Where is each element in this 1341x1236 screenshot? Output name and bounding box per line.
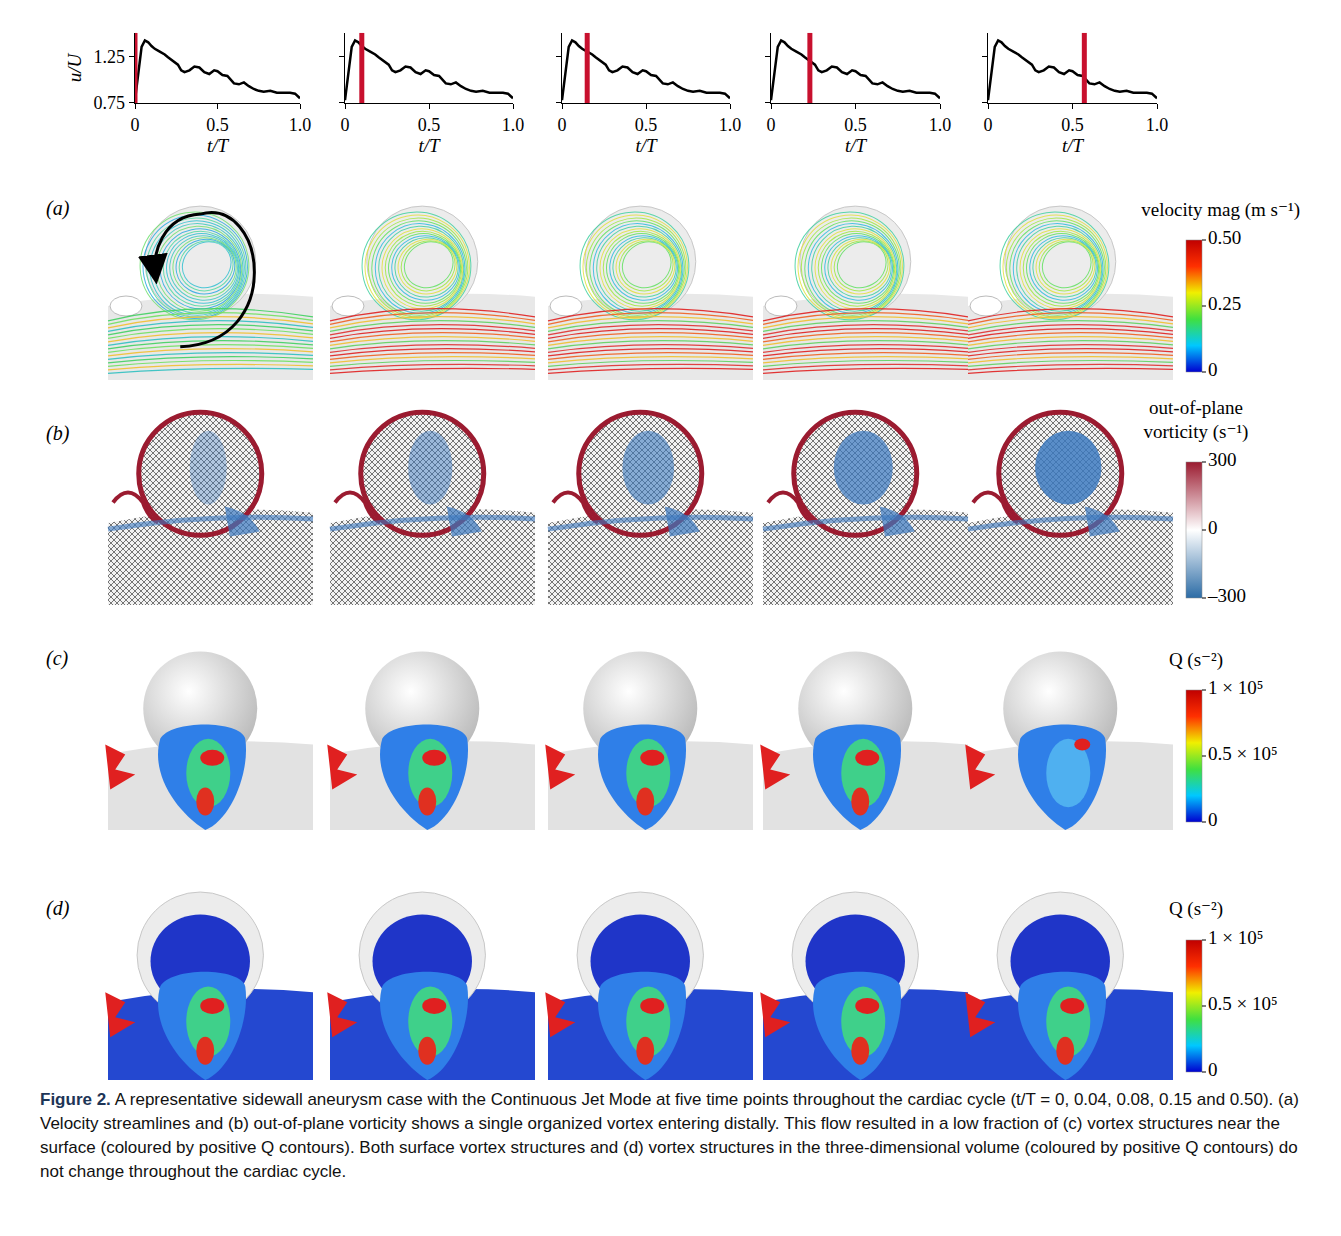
svg-text:0: 0 <box>1208 1059 1218 1080</box>
svg-text:Q (s⁻²): Q (s⁻²) <box>1169 898 1223 920</box>
svg-text:0.5: 0.5 <box>844 115 867 135</box>
svg-text:0.25: 0.25 <box>1208 293 1241 314</box>
svg-text:t/T: t/T <box>418 135 441 156</box>
svg-text:(a): (a) <box>46 197 70 220</box>
svg-text:Q (s⁻²): Q (s⁻²) <box>1169 649 1223 671</box>
svg-text:1 × 10⁵: 1 × 10⁵ <box>1208 927 1263 948</box>
svg-text:0: 0 <box>1208 809 1218 830</box>
svg-text:1.0: 1.0 <box>502 115 525 135</box>
svg-text:–300: –300 <box>1207 585 1246 606</box>
svg-text:0: 0 <box>558 115 567 135</box>
svg-text:(b): (b) <box>46 422 70 445</box>
svg-text:0: 0 <box>1208 359 1218 380</box>
svg-text:1.25: 1.25 <box>93 47 125 67</box>
svg-text:1.0: 1.0 <box>289 115 312 135</box>
svg-text:0.5 × 10⁵: 0.5 × 10⁵ <box>1208 993 1278 1014</box>
svg-text:vorticity (s⁻¹): vorticity (s⁻¹) <box>1144 421 1249 443</box>
svg-text:(d): (d) <box>46 897 70 920</box>
svg-text:0: 0 <box>341 115 350 135</box>
svg-text:t/T: t/T <box>845 135 868 156</box>
svg-text:t/T: t/T <box>635 135 658 156</box>
svg-text:t/T: t/T <box>1062 135 1085 156</box>
svg-text:u/U: u/U <box>65 52 86 82</box>
svg-text:1.0: 1.0 <box>1146 115 1169 135</box>
svg-text:300: 300 <box>1208 449 1237 470</box>
svg-text:0: 0 <box>131 115 140 135</box>
svg-text:0.5: 0.5 <box>1061 115 1084 135</box>
svg-text:0: 0 <box>984 115 993 135</box>
svg-text:0: 0 <box>767 115 776 135</box>
svg-text:out-of-plane: out-of-plane <box>1149 397 1243 418</box>
svg-text:1.0: 1.0 <box>719 115 742 135</box>
svg-text:(c): (c) <box>46 647 69 670</box>
svg-text:1.0: 1.0 <box>929 115 952 135</box>
svg-text:0.5 × 10⁵: 0.5 × 10⁵ <box>1208 743 1278 764</box>
svg-text:velocity mag (m s⁻¹): velocity mag (m s⁻¹) <box>1141 199 1300 221</box>
svg-text:1 × 10⁵: 1 × 10⁵ <box>1208 677 1263 698</box>
svg-text:0.5: 0.5 <box>206 115 229 135</box>
svg-text:0.5: 0.5 <box>418 115 441 135</box>
svg-text:0.75: 0.75 <box>93 93 125 113</box>
html-text:Figure 2. A representative sid: Figure 2. A representative sidewall aneu… <box>40 1090 1299 1182</box>
svg-text:0.5: 0.5 <box>635 115 658 135</box>
svg-text:0.50: 0.50 <box>1208 227 1241 248</box>
svg-text:0: 0 <box>1208 517 1218 538</box>
svg-text:t/T: t/T <box>207 135 230 156</box>
